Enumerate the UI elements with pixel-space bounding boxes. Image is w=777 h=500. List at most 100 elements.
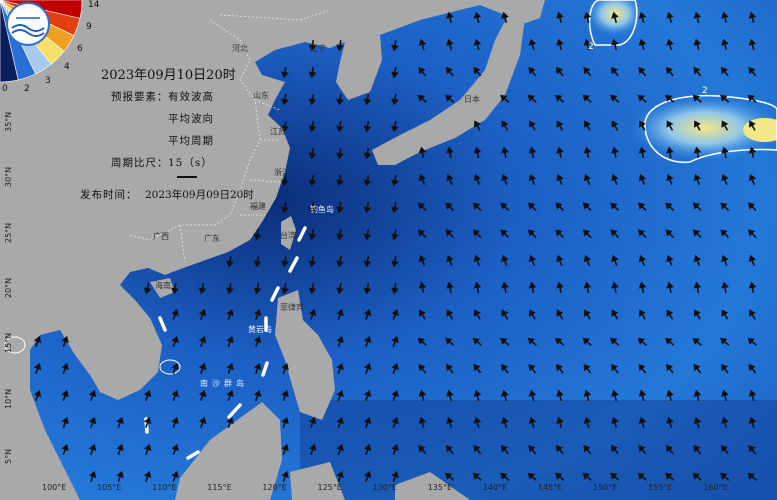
wave-arrow [638,146,647,159]
latitude-label: 10°N [4,388,13,409]
wave-arrow [501,416,509,429]
period-scale-arrow [177,176,197,178]
wave-arrow [418,363,427,374]
wave-arrow [253,362,262,374]
wave-arrow [418,444,427,455]
wave-arrow [528,38,537,51]
wave-arrow [583,146,592,159]
wave-arrow [226,416,234,428]
wave-arrow [336,39,344,52]
wave-arrow [748,146,757,159]
wave-arrow [747,229,757,239]
wave-arrow [555,94,565,103]
wave-arrow [721,389,729,402]
wave-direction-arrows [33,11,757,482]
wave-arrow [528,389,537,402]
wave-arrow [445,472,455,481]
wave-arrow [611,281,619,294]
wave-arrow [446,416,454,429]
wave-arrow [721,120,729,131]
wave-arrow [281,389,289,401]
wave-arrow [472,337,482,346]
wave-arrow [748,120,756,131]
wave-arrow [391,228,399,241]
wave-arrow [556,416,564,429]
contour-line [588,0,638,46]
wave-arrow [638,444,647,455]
wave-arrow [528,120,536,131]
wave-arrow [529,309,536,320]
wave-arrow [336,335,344,347]
wave-arrow [472,472,482,481]
longitude-label: 130°E [372,483,397,492]
wave-arrow [528,444,537,455]
wave-arrow [638,254,647,266]
wave-arrow [473,38,482,51]
wave-arrow [363,93,372,106]
wave-arrow [472,229,482,239]
wave-arrow [391,443,399,455]
wave-arrow [583,281,592,294]
contour-line [159,359,181,375]
wave-arrow [336,228,344,241]
wave-arrow [582,229,592,239]
wave-arrow [253,255,262,268]
wave-arrow [693,389,702,402]
wave-arrow [363,201,372,214]
wave-arrow [692,472,702,481]
wave-arrow [308,416,317,428]
contour-line [644,94,777,164]
wave-arrow [666,11,674,24]
longitude-label: 155°E [648,483,673,492]
wave-arrow [363,389,372,401]
wave-arrow [116,470,124,482]
wave-arrow [748,66,757,77]
wave-arrow [281,174,289,187]
wave-arrow [446,146,454,159]
wave-arrow [501,281,509,294]
wave-arrow [143,282,152,295]
wave-arrow [721,38,729,51]
wave-arrow [555,202,565,212]
wave-arrow [611,389,619,402]
longitude-label: 135°E [427,483,453,492]
wave-arrow [693,281,702,294]
wave-arrow [418,254,427,266]
wave-arrow [336,470,344,482]
wave-arrow [611,363,619,374]
wave-arrow [336,201,344,214]
wave-arrow [747,94,757,103]
wave-arrow [473,120,481,131]
wave-arrow [308,174,317,187]
wave-arrow [336,93,344,106]
wave-arrow [226,335,234,347]
place-liaoning: 辽宁 [310,44,326,53]
wave-arrow [582,202,592,212]
place-nansha: 南沙群岛 [200,379,248,388]
wave-arrow [555,472,565,481]
wave-arrow [527,229,537,239]
wave-arrow [748,416,757,429]
wave-arrow [611,120,619,131]
wave-arrow [528,146,537,159]
wave-arrow [473,389,482,402]
land-korea [336,35,382,100]
wave-arrow [583,254,592,266]
wave-arrow [391,362,399,374]
wave-arrow [61,443,69,455]
wave-arrow [583,173,592,185]
wave-arrow [446,11,454,24]
wave-arrow [226,362,234,374]
wave-arrow [253,228,262,241]
wave-arrow [473,281,482,294]
wave-arrow [611,173,619,185]
wave-arrow [637,337,647,346]
wave-arrow [363,255,372,268]
land-philippines [275,290,335,420]
wave-arrow [336,443,344,455]
longitude-label: 140°E [482,483,508,492]
wave-arrow [500,202,510,212]
wave-arrow [473,66,482,77]
wave-arrow [583,120,591,131]
wave-arrow [363,228,372,241]
